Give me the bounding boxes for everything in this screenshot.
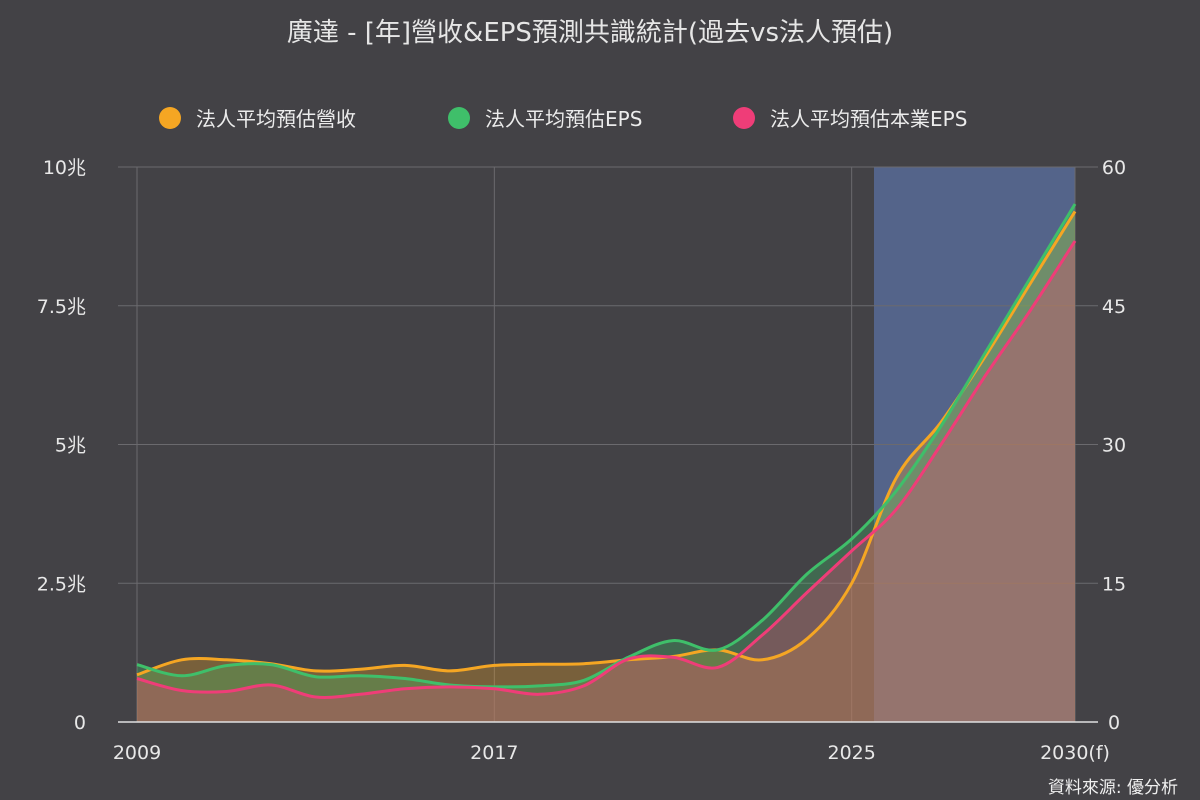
legend-item: 法人平均預估營收 [159, 107, 356, 131]
legend: 法人平均預估營收 法人平均預估EPS 法人平均預估本業EPS [159, 107, 967, 131]
revenue-area [137, 211, 1075, 722]
axis-group: 0 2.5兆 5兆 7.5兆 10兆 0 15 30 45 60 2009 2017 2025 2030(… [37, 157, 1126, 764]
y-left-tick-label: 0 [74, 712, 86, 734]
legend-marker [448, 107, 470, 129]
y-right-tick-label: 60 [1102, 157, 1126, 179]
y-right-tick-label: 15 [1102, 573, 1126, 595]
eps-area [137, 204, 1075, 722]
grid-group [118, 166, 1098, 722]
core-eps-line [136, 240, 1077, 699]
y-left-tick-label: 2.5兆 [37, 573, 86, 595]
x-tick-label: 2025 [827, 742, 875, 764]
x-tick-label: 2030(f) [1040, 742, 1110, 764]
source-note: 資料來源: 優分析 [1048, 778, 1178, 798]
y-right-tick-label: 45 [1102, 296, 1126, 318]
legend-label: 法人平均預估營收 [196, 107, 356, 131]
y-left-tick-label: 10兆 [43, 157, 86, 179]
legend-label: 法人平均預估本業EPS [770, 107, 967, 131]
legend-item: 法人平均預估EPS [448, 107, 642, 131]
legend-label: 法人平均預估EPS [485, 107, 642, 131]
eps-line [136, 203, 1077, 689]
legend-marker [733, 107, 755, 129]
legend-item: 法人平均預估本業EPS [733, 107, 967, 131]
y-left-tick-label: 5兆 [55, 435, 86, 457]
x-tick-label: 2017 [470, 742, 518, 764]
chart-title: 廣達 - [年]營收&EPS預測共識統計(過去vs法人預估) [287, 18, 893, 48]
line-group [136, 203, 1077, 699]
x-tick-label: 2009 [113, 742, 161, 764]
y-right-tick-label: 0 [1108, 712, 1120, 734]
y-left-tick-label: 7.5兆 [37, 296, 86, 318]
legend-marker [159, 107, 181, 129]
y-right-tick-label: 30 [1102, 435, 1126, 457]
